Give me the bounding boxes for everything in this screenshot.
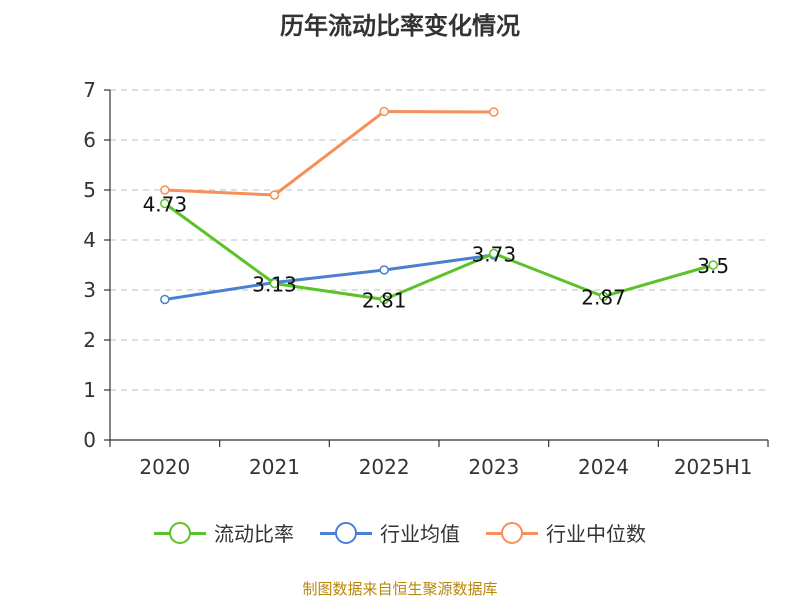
data-label: 2.81	[362, 289, 407, 313]
data-point-0	[489, 248, 499, 259]
legend-line-marker-icon	[320, 521, 372, 544]
chart-title: 历年流动比率变化情况	[280, 12, 520, 40]
data-point-1	[379, 265, 389, 275]
x-tick-label: 2023	[468, 455, 519, 479]
y-tick-label: 1	[83, 378, 96, 402]
series-line-1	[164, 253, 495, 301]
data-point-2	[269, 190, 280, 200]
data-label: 2.87	[581, 286, 626, 310]
y-tick-label: 4	[83, 228, 96, 252]
x-tick-label: 2022	[359, 455, 410, 479]
data-label: 3.5	[697, 254, 729, 278]
series-line-2	[164, 110, 494, 197]
data-label: 3.13	[252, 273, 297, 297]
legend-line-marker-icon	[486, 521, 538, 544]
data-point-0	[708, 260, 718, 270]
data-point-0	[598, 291, 609, 302]
data-point-2	[489, 107, 499, 117]
x-tick-label: 2021	[249, 455, 300, 479]
y-tick-label: 7	[83, 78, 96, 102]
legend-item-0[interactable]: 流动比率	[154, 518, 294, 547]
data-label: 4.73	[143, 193, 188, 217]
legend-line-marker-icon	[154, 521, 206, 544]
legend-item-2[interactable]: 行业中位数	[486, 518, 646, 547]
x-tick-label: 2020	[139, 455, 190, 479]
legend-label: 行业中位数	[546, 522, 646, 546]
legend-label: 行业均值	[380, 522, 460, 546]
data-point-2	[160, 185, 170, 195]
data-point-1	[160, 294, 170, 305]
data-label: 3.73	[472, 243, 517, 267]
data-source-note: 制图数据来自恒生聚源数据库	[302, 580, 498, 598]
y-tick-label: 6	[83, 128, 96, 152]
data-point-2	[379, 106, 389, 117]
legend-label: 流动比率	[214, 522, 294, 546]
y-tick-label: 3	[83, 278, 96, 302]
data-point-0	[269, 278, 280, 289]
y-tick-label: 0	[83, 428, 96, 452]
legend-item-1[interactable]: 行业均值	[320, 518, 460, 547]
chart-legend: 流动比率 行业均值 行业中位数	[0, 518, 800, 547]
y-tick-label: 5	[83, 178, 96, 202]
x-tick-label: 2025H1	[674, 455, 753, 479]
series-line-0	[163, 202, 714, 301]
data-point-0	[160, 198, 170, 209]
data-point-0	[379, 294, 389, 305]
x-tick-label: 2024	[578, 455, 629, 479]
y-tick-label: 2	[83, 328, 96, 352]
